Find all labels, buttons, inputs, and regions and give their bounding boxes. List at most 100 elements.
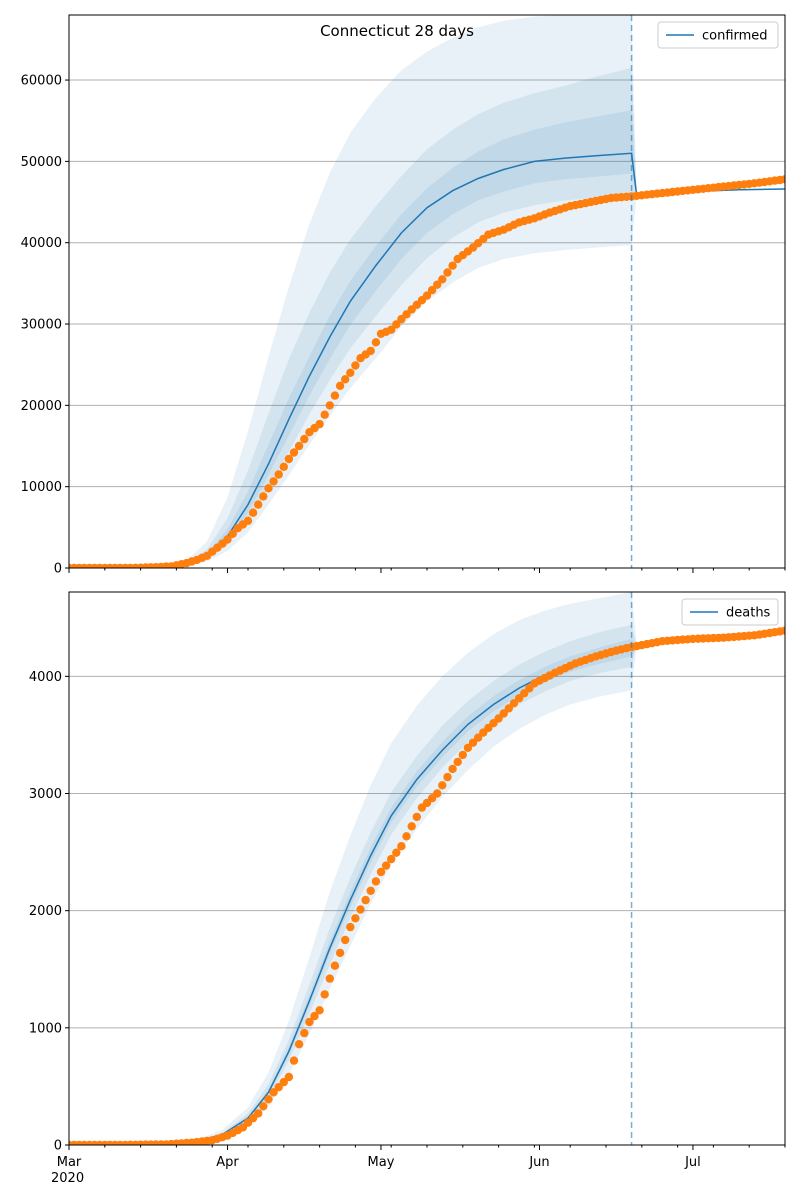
observed-point: [438, 275, 447, 284]
observed-point: [325, 401, 334, 410]
observed-point: [443, 268, 452, 277]
observed-point: [422, 291, 432, 300]
chart-panel-confirmed: 0 10000 20000 30000 40000 50000 60000 confirmed: [21, 14, 786, 577]
observed-point: [300, 434, 309, 444]
y-tick-label: 30000: [21, 318, 62, 333]
observed-point: [264, 484, 273, 493]
observed-point: [310, 1011, 319, 1021]
plot-area: [69, 15, 785, 568]
observed-point: [284, 1072, 294, 1082]
observed-point: [458, 750, 467, 760]
observed-point: [294, 441, 304, 451]
observed-point: [356, 905, 365, 914]
observed-points: [69, 626, 785, 1145]
observed-point: [392, 320, 401, 329]
observed-point: [269, 1088, 278, 1097]
observed-point: [320, 990, 329, 999]
observed-point: [279, 462, 288, 471]
observed-point: [330, 961, 340, 970]
observed-point: [254, 1109, 263, 1118]
observed-point: [438, 781, 447, 790]
observed-point: [433, 789, 442, 798]
legend-label: confirmed: [702, 29, 768, 44]
observed-point: [294, 1040, 304, 1049]
observed-point: [402, 832, 411, 841]
observed-point: [504, 704, 513, 713]
observed-point: [335, 381, 345, 390]
observed-point: [243, 516, 253, 525]
legend-box: [681, 598, 779, 626]
uncertainty-band-3: [69, 110, 785, 568]
observed-point: [427, 285, 437, 295]
y-tick-label: 10000: [21, 480, 62, 495]
observed-point: [412, 812, 421, 822]
observed-point: [228, 529, 237, 538]
observed-point: [335, 948, 345, 958]
observed-point: [387, 325, 396, 334]
observed-point: [315, 419, 324, 429]
observed-point: [392, 848, 401, 857]
observed-point: [289, 1056, 299, 1065]
observed-point: [289, 448, 299, 457]
x-tick-label: May: [368, 1155, 395, 1170]
observed-point: [274, 1083, 283, 1092]
observed-point: [433, 280, 442, 289]
y-tick-label: 0: [54, 562, 62, 577]
y-tick-label: 0: [54, 1139, 62, 1154]
observed-points: [69, 175, 785, 568]
legend-label: deaths: [726, 606, 771, 621]
observed-point: [341, 375, 350, 384]
observed-point: [499, 709, 508, 718]
observed-point: [448, 261, 457, 270]
observed-point: [371, 338, 381, 347]
x-tick-label: 2020: [51, 1171, 84, 1186]
y-tick-label: 1000: [29, 1021, 62, 1036]
observed-point: [320, 410, 329, 419]
observed-point: [300, 1028, 309, 1038]
figure-title: Connecticut 28 days: [320, 22, 474, 40]
observed-point: [780, 626, 785, 635]
observed-point: [351, 914, 360, 923]
observed-point: [381, 861, 391, 870]
observed-point: [346, 922, 355, 932]
observed-point: [254, 500, 263, 509]
observed-point: [248, 508, 258, 517]
observed-point: [361, 895, 370, 905]
observed-point: [371, 877, 381, 886]
uncertainty-band-2: [69, 67, 785, 568]
observed-point: [453, 757, 462, 767]
observed-point: [509, 699, 519, 708]
observed-point: [443, 772, 452, 782]
observed-point: [259, 1102, 268, 1111]
y-tick-label: 3000: [29, 787, 62, 802]
y-tick-label: 40000: [21, 236, 62, 251]
observed-point: [269, 477, 278, 486]
observed-point: [376, 867, 386, 877]
legend: confirmed: [657, 21, 779, 49]
observed-point: [325, 974, 334, 983]
x-tick-label: Mar: [57, 1155, 82, 1170]
observed-point: [346, 368, 355, 377]
observed-point: [397, 842, 406, 851]
y-tick-label: 50000: [21, 155, 62, 170]
y-tick-label: 2000: [29, 904, 62, 919]
observed-point: [780, 175, 785, 184]
legend-box: [657, 21, 779, 49]
x-tick-label: Apr: [216, 1155, 239, 1170]
observed-point: [366, 886, 375, 895]
plot-area: [69, 592, 785, 1145]
x-tick-label: Jun: [528, 1155, 549, 1170]
observed-point: [264, 1095, 273, 1104]
axes-frame: [68, 591, 786, 1146]
observed-point: [305, 1017, 314, 1027]
y-tick-label: 20000: [21, 399, 62, 414]
observed-point: [259, 492, 268, 501]
y-tick-label: 60000: [21, 74, 62, 89]
observed-point: [284, 454, 294, 464]
x-tick-label: Jul: [684, 1155, 701, 1170]
observed-point: [448, 764, 457, 774]
observed-point: [223, 535, 232, 544]
